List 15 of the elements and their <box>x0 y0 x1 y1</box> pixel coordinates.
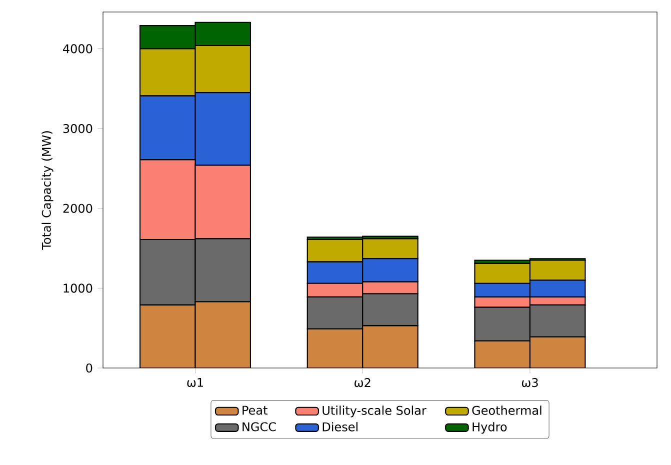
legend-label: NGCC <box>242 422 276 432</box>
text: ω3 <box>522 378 538 388</box>
legend-label: Geothermal <box>472 406 542 415</box>
legend-label: Diesel <box>322 422 358 432</box>
y-axis-title: Total Capacity (MW) <box>42 131 54 250</box>
legend-label: Hydro <box>472 422 507 434</box>
text: ω2 <box>354 378 370 388</box>
legend-label: Utility-scale Solar <box>322 406 426 418</box>
y-tick-label: 0 <box>86 363 92 373</box>
y-tick-label: 1000 <box>64 284 92 293</box>
y-tick-label: 3000 <box>63 124 92 134</box>
text: ω1 <box>187 378 203 387</box>
legend-label: Peat <box>242 406 268 415</box>
y-tick-label: 2000 <box>63 204 92 213</box>
y-tick-label: 4000 <box>63 44 92 54</box>
